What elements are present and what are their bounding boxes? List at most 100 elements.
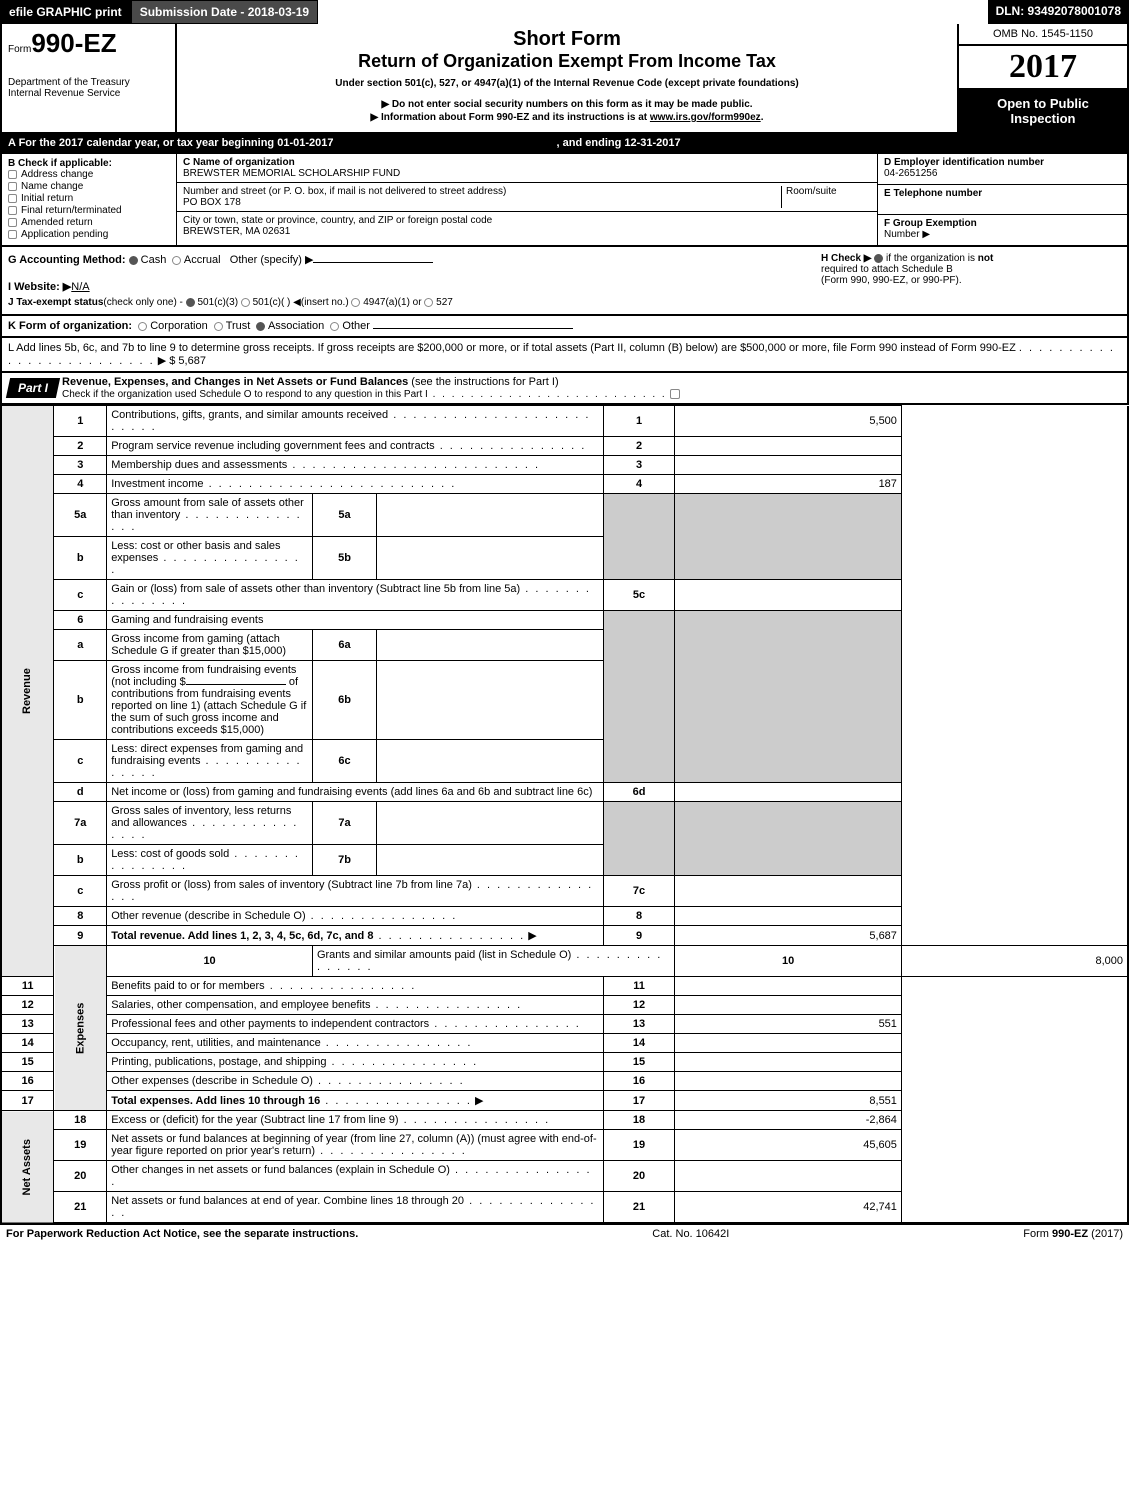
row-num: 10: [107, 946, 313, 977]
radio-4947-icon[interactable]: [351, 298, 360, 307]
j-4947: 4947(a)(1) or: [363, 297, 421, 308]
row-7c-val: [675, 876, 902, 907]
part-i-tag: Part I: [6, 378, 60, 398]
chk-amended-return[interactable]: Amended return: [8, 217, 170, 228]
e-tel-label: E Telephone number: [884, 188, 982, 199]
radio-501c3-icon[interactable]: [186, 298, 195, 307]
netassets-vlabel: Net Assets: [1, 1111, 54, 1224]
shade-cell: [675, 494, 902, 580]
chk-final-return[interactable]: Final return/terminated: [8, 205, 170, 216]
row-21-val: 42,741: [675, 1192, 902, 1224]
radio-trust-icon[interactable]: [214, 322, 223, 331]
irs-label: Internal Revenue Service: [8, 88, 169, 99]
row-19-desc: Net assets or fund balances at beginning…: [107, 1130, 603, 1161]
h-label: H Check ▶: [821, 253, 871, 264]
row-16-desc: Other expenses (describe in Schedule O): [107, 1072, 603, 1091]
footer-right: Form 990-EZ (2017): [1023, 1228, 1123, 1240]
part-i-checkbox[interactable]: [670, 389, 680, 399]
g-label: G Accounting Method:: [8, 254, 126, 266]
radio-other-icon[interactable]: [330, 322, 339, 331]
row-5b-desc: Less: cost or other basis and sales expe…: [107, 537, 313, 580]
row-3-box: 3: [603, 456, 675, 475]
chk-address-change[interactable]: Address change: [8, 169, 170, 180]
dots-icon: [320, 1095, 472, 1107]
row-6a-desc: Gross income from gaming (attach Schedul…: [107, 630, 313, 661]
row-3-desc: Membership dues and assessments: [107, 456, 603, 475]
expenses-vlabel: Expenses: [54, 946, 107, 1111]
footer-mid: Cat. No. 10642I: [652, 1228, 729, 1240]
row-num: 20: [54, 1161, 107, 1192]
k-assoc: Association: [268, 320, 324, 332]
row-6b-ibox: 6b: [312, 661, 376, 740]
checkbox-icon: [8, 206, 17, 215]
footer-left: For Paperwork Reduction Act Notice, see …: [6, 1228, 358, 1240]
l-arrow: ▶: [158, 355, 166, 367]
row-17-box: 17: [603, 1091, 675, 1111]
g-left: G Accounting Method: Cash Accrual Other …: [8, 253, 809, 308]
submission-date-label: Submission Date - 2018-03-19: [131, 0, 318, 24]
row-7c-box: 7c: [603, 876, 675, 907]
g-accrual: Accrual: [184, 254, 221, 266]
part-i-check: Check if the organization used Schedule …: [62, 389, 667, 400]
row-9-text: Total revenue. Add lines 1, 2, 3, 4, 5c,…: [111, 930, 373, 942]
chk-application-pending[interactable]: Application pending: [8, 229, 170, 240]
part-i-header: Part I Revenue, Expenses, and Changes in…: [0, 373, 1129, 405]
radio-accrual-icon[interactable]: [172, 256, 181, 265]
checkbox-icon: [8, 170, 17, 179]
h-text1: if the organization is: [886, 253, 978, 264]
radio-501c-icon[interactable]: [241, 298, 250, 307]
row-5a-ibox: 5a: [312, 494, 376, 537]
top-bar: efile GRAPHIC print Submission Date - 20…: [0, 0, 1129, 24]
row-9-desc: Total revenue. Add lines 1, 2, 3, 4, 5c,…: [107, 926, 603, 946]
row-sub: a: [54, 630, 107, 661]
radio-527-icon[interactable]: [424, 298, 433, 307]
j-label: J Tax-exempt status: [8, 297, 103, 308]
radio-cash-icon[interactable]: [129, 256, 138, 265]
row-13-desc: Professional fees and other payments to …: [107, 1015, 603, 1034]
line-g: G Accounting Method: Cash Accrual Other …: [8, 253, 809, 266]
info-pre: ▶ Information about Form 990-EZ and its …: [371, 112, 650, 123]
row-6d-desc: Net income or (loss) from gaming and fun…: [107, 783, 603, 802]
chk-initial-return[interactable]: Initial return: [8, 193, 170, 204]
c-name-label: C Name of organization: [183, 157, 295, 168]
row-20-desc: Other changes in net assets or fund bala…: [107, 1161, 603, 1192]
radio-assoc-icon[interactable]: [256, 322, 265, 331]
row-num: 5a: [54, 494, 107, 537]
line-k: K Form of organization: Corporation Trus…: [0, 316, 1129, 338]
row-6b-input[interactable]: [186, 684, 286, 685]
g-other-input[interactable]: [313, 262, 433, 263]
row-2-box: 2: [603, 437, 675, 456]
k-other: Other: [342, 320, 370, 332]
row-16-box: 16: [603, 1072, 675, 1091]
row-num: 11: [1, 977, 54, 996]
form-number: 990-EZ: [31, 28, 116, 58]
section-d-right: D Employer identification number 04-2651…: [877, 154, 1127, 245]
h-checkbox-icon[interactable]: [874, 254, 883, 263]
info-link-row: ▶ Information about Form 990-EZ and its …: [185, 112, 949, 123]
j-527: 527: [436, 297, 453, 308]
row-15-box: 15: [603, 1053, 675, 1072]
i-label: I Website: ▶: [8, 281, 71, 293]
chk-name-change[interactable]: Name change: [8, 181, 170, 192]
checkbox-icon: [8, 218, 17, 227]
row-7b-ival: [377, 845, 604, 876]
irs-link[interactable]: www.irs.gov/form990ez: [650, 112, 761, 123]
k-other-input[interactable]: [373, 328, 573, 329]
row-6d-val: [675, 783, 902, 802]
dln-label: DLN: 93492078001078: [988, 0, 1129, 24]
row-7a-ival: [377, 802, 604, 845]
org-name: BREWSTER MEMORIAL SCHOLARSHIP FUND: [183, 168, 400, 179]
h-not: not: [978, 253, 994, 264]
efile-print-button[interactable]: efile GRAPHIC print: [0, 0, 131, 24]
g-cash: Cash: [141, 254, 167, 266]
row-19-val: 45,605: [675, 1130, 902, 1161]
form-header: Form990-EZ Department of the Treasury In…: [0, 24, 1129, 134]
row-2-desc: Program service revenue including govern…: [107, 437, 603, 456]
radio-corp-icon[interactable]: [138, 322, 147, 331]
row-18-box: 18: [603, 1111, 675, 1130]
row-num: 4: [54, 475, 107, 494]
row-6b-desc: Gross income from fundraising events (no…: [107, 661, 313, 740]
page-footer: For Paperwork Reduction Act Notice, see …: [0, 1224, 1129, 1243]
row-10-box: 10: [675, 946, 902, 977]
org-addr-cell: Number and street (or P. O. box, if mail…: [177, 183, 877, 212]
